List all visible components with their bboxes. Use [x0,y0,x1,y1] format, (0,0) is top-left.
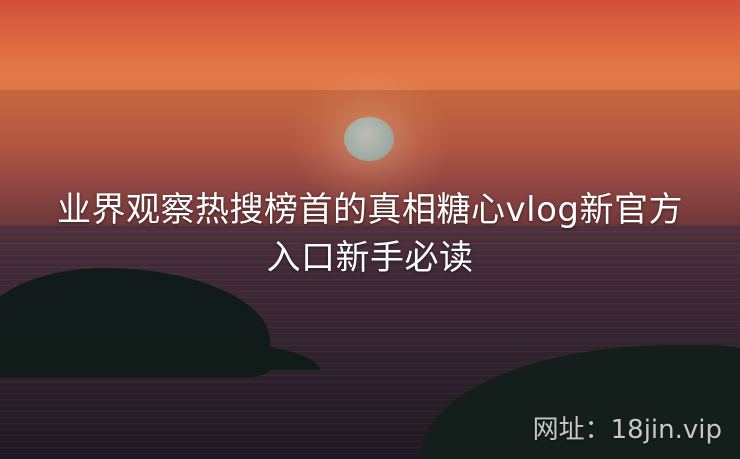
article-title: 业界观察热搜榜首的真相糖心vlog新官方入口新手必读 [57,190,683,278]
image-overlay [0,90,740,459]
setting-sun [344,117,394,161]
site-watermark: 网址：18jin.vip [532,415,722,445]
